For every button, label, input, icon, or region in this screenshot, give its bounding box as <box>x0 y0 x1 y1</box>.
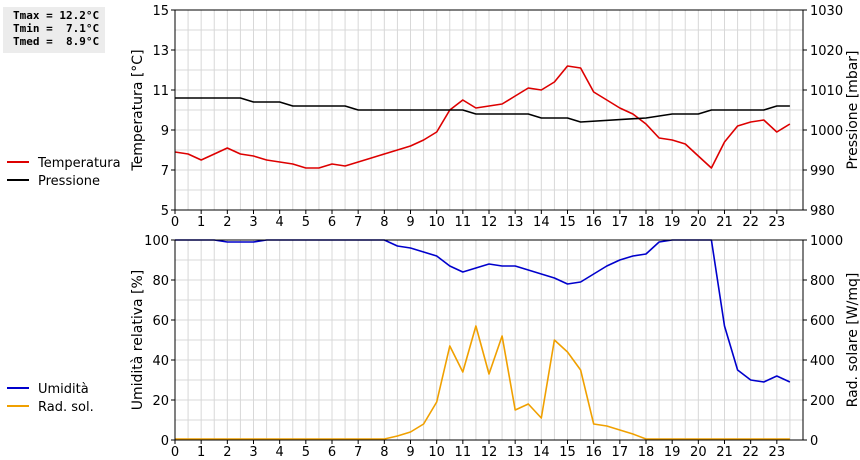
y-tick-label-right: 600 <box>810 314 835 329</box>
y-tick-label-right: 1020 <box>810 44 843 59</box>
x-tick-label: 9 <box>406 445 414 460</box>
y-tick-label-right: 1030 <box>810 4 843 19</box>
y-tick-label-left: 5 <box>161 204 169 219</box>
y-tick-label-right: 200 <box>810 394 835 409</box>
x-tick-label: 1 <box>197 445 205 460</box>
x-tick-label: 6 <box>328 445 336 460</box>
x-tick-label: 9 <box>406 215 414 230</box>
chart-panel-1: 0 1 2 3 4 5 6 7 8 9 10 11 12 13 14 15 16 17 18 19 20 21 22 2357… <box>7 4 860 230</box>
x-tick-label: 18 <box>638 445 655 460</box>
x-tick-label: 10 <box>428 215 445 230</box>
x-tick-label: 11 <box>455 215 472 230</box>
y-axis-title-left: Temperatura [°C] <box>130 49 146 171</box>
x-tick-label: 2 <box>223 215 231 230</box>
x-tick-label: 23 <box>769 445 786 460</box>
legend-label: Pressione <box>38 174 100 189</box>
y-axis-title-right: Pressione [mbar] <box>845 50 860 169</box>
x-tick-label: 0 <box>171 445 179 460</box>
y-tick-label-left: 11 <box>152 84 169 99</box>
stats-box: Tmax = 12.2°C Tmin = 7.1°C Tmed = 8.9°C <box>3 7 105 53</box>
y-tick-label-left: 9 <box>161 124 169 139</box>
x-tick-label: 15 <box>559 215 576 230</box>
y-tick-label-right: 400 <box>810 354 835 369</box>
x-tick-label: 5 <box>302 215 310 230</box>
x-tick-label: 7 <box>354 215 362 230</box>
x-tick-label: 5 <box>302 445 310 460</box>
x-tick-label: 23 <box>769 215 786 230</box>
y-tick-label-right: 0 <box>810 434 818 449</box>
x-tick-label: 16 <box>585 445 602 460</box>
x-tick-label: 3 <box>249 215 257 230</box>
x-tick-label: 21 <box>716 445 733 460</box>
series-line-pressione <box>175 97 790 123</box>
y-axis-title-left: Umidità relativa [%] <box>130 270 146 411</box>
x-tick-label: 12 <box>481 445 498 460</box>
x-tick-label: 17 <box>612 215 629 230</box>
x-tick-label: 12 <box>481 215 498 230</box>
x-tick-label: 2 <box>223 445 231 460</box>
chart-panel-2: 0 1 2 3 4 5 6 7 8 9 10 11 12 13 14 15 16 17 18 19 20 21 22 2302… <box>7 234 860 460</box>
x-tick-label: 14 <box>533 445 550 460</box>
x-tick-label: 18 <box>638 215 655 230</box>
x-tick-label: 20 <box>690 445 707 460</box>
x-tick-label: 11 <box>455 445 472 460</box>
x-tick-label: 10 <box>428 445 445 460</box>
legend-label: Umidità <box>38 382 89 397</box>
x-tick-label: 8 <box>380 215 388 230</box>
y-tick-label-left: 13 <box>152 44 169 59</box>
x-tick-label: 15 <box>559 445 576 460</box>
y-tick-label-right: 980 <box>810 204 835 219</box>
x-tick-label: 19 <box>664 445 681 460</box>
x-tick-label: 20 <box>690 215 707 230</box>
legend-label: Rad. sol. <box>38 400 94 415</box>
y-tick-label-left: 80 <box>152 274 169 289</box>
x-tick-label: 0 <box>171 215 179 230</box>
x-tick-label: 13 <box>507 215 524 230</box>
y-tick-label-left: 0 <box>161 434 169 449</box>
legend-label: Temperatura <box>37 156 121 171</box>
series-line-umidit <box>175 239 791 383</box>
x-tick-label: 22 <box>742 215 759 230</box>
y-axis-title-right: Rad. solare [W/mq] <box>845 273 860 408</box>
x-tick-label: 16 <box>585 215 602 230</box>
y-tick-label-left: 7 <box>161 164 169 179</box>
y-tick-label-left: 100 <box>144 234 169 249</box>
x-tick-label: 6 <box>328 215 336 230</box>
y-tick-label-right: 800 <box>810 274 835 289</box>
y-tick-label-left: 20 <box>152 394 169 409</box>
y-tick-label-left: 60 <box>152 314 169 329</box>
x-tick-label: 21 <box>716 215 733 230</box>
y-tick-label-right: 1000 <box>810 234 843 249</box>
stat-tmed: Tmed = 8.9°C <box>13 35 100 48</box>
y-tick-label-left: 15 <box>152 4 169 19</box>
x-tick-label: 7 <box>354 445 362 460</box>
x-tick-label: 8 <box>380 445 388 460</box>
x-tick-label: 22 <box>742 445 759 460</box>
x-tick-label: 1 <box>197 215 205 230</box>
x-tick-label: 19 <box>664 215 681 230</box>
y-tick-label-right: 1010 <box>810 84 843 99</box>
y-tick-label-right: 990 <box>810 164 835 179</box>
stat-tmin: Tmin = 7.1°C <box>13 22 100 35</box>
x-tick-label: 13 <box>507 445 524 460</box>
x-tick-label: 4 <box>276 445 284 460</box>
y-tick-label-right: 1000 <box>810 124 843 139</box>
y-tick-label-left: 40 <box>152 354 169 369</box>
x-tick-label: 3 <box>249 445 257 460</box>
series-line-temperatura <box>174 65 791 169</box>
x-tick-label: 17 <box>612 445 629 460</box>
series-line-rad-sol <box>175 325 790 440</box>
stat-tmax: Tmax = 12.2°C <box>13 9 100 22</box>
x-tick-label: 4 <box>276 215 284 230</box>
x-tick-label: 14 <box>533 215 550 230</box>
